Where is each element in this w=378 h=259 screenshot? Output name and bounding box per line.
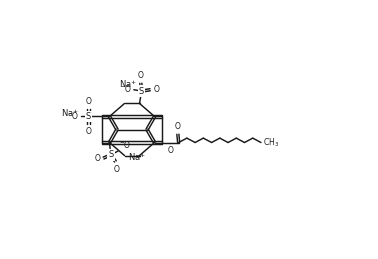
- Text: O: O: [153, 85, 159, 94]
- Text: O: O: [167, 146, 173, 155]
- Text: O: O: [85, 97, 91, 106]
- Text: CH$_3$: CH$_3$: [263, 136, 279, 149]
- Text: O: O: [138, 71, 144, 80]
- Text: Na$^{+}$: Na$^{+}$: [60, 107, 79, 119]
- Text: $^{-}$O: $^{-}$O: [119, 139, 132, 150]
- Text: O: O: [94, 154, 101, 163]
- Text: O: O: [175, 122, 181, 131]
- Text: S: S: [86, 112, 91, 121]
- Text: $^{-}$O: $^{-}$O: [121, 83, 133, 95]
- Text: Na$^{+}$: Na$^{+}$: [119, 78, 137, 90]
- Text: S: S: [139, 87, 144, 96]
- Text: Na$^{+}$: Na$^{+}$: [128, 152, 146, 163]
- Text: S: S: [108, 150, 113, 160]
- Text: $^{-}$O: $^{-}$O: [67, 110, 80, 121]
- Text: O: O: [113, 165, 119, 174]
- Text: O: O: [85, 127, 91, 136]
